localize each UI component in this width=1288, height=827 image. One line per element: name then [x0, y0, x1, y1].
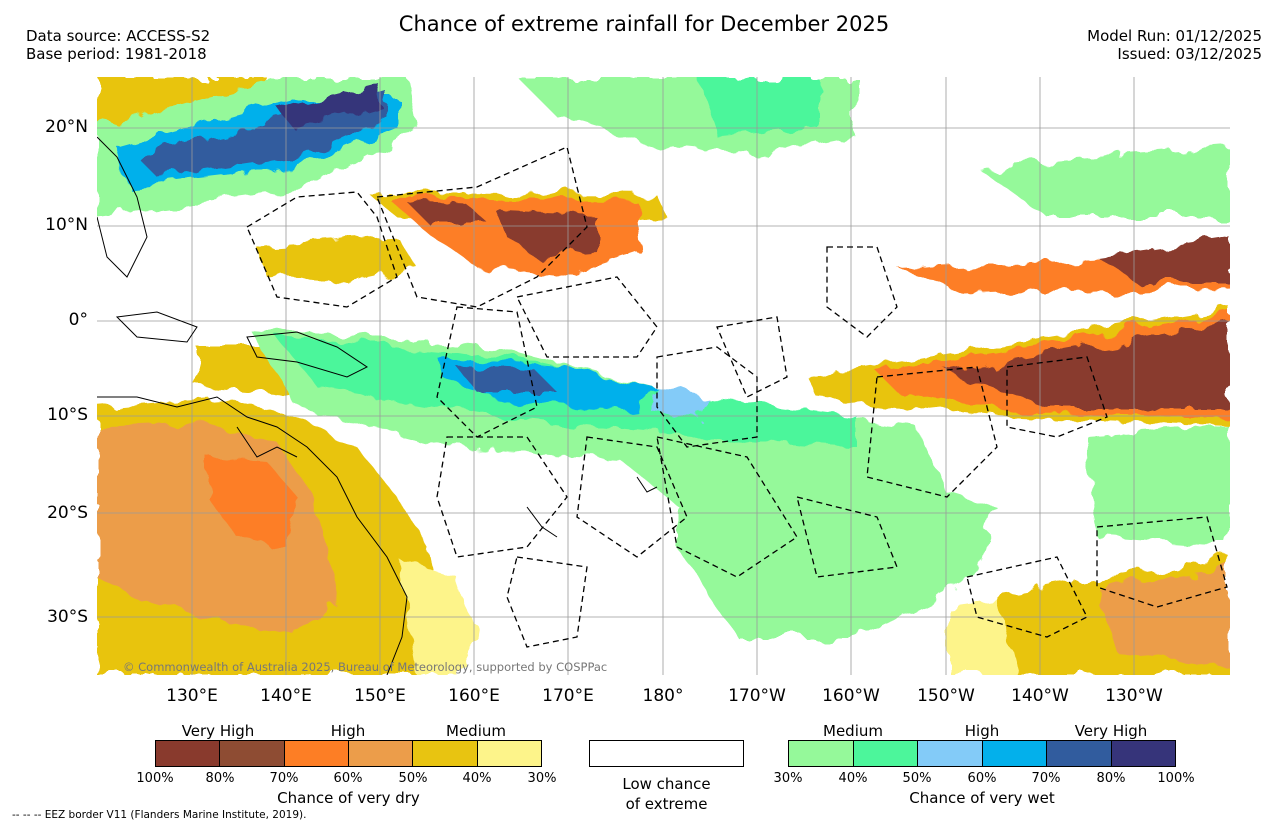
coastlines [97, 136, 658, 675]
legend-dry-swatch [156, 741, 221, 766]
lat-label-20n: 20°N [45, 117, 88, 137]
legend-wet-cat-medium: Medium [823, 722, 883, 740]
legend-dry-label: Chance of very dry [277, 789, 420, 807]
legend-low-swatch [589, 740, 744, 767]
legend-wet-swatch [1047, 741, 1112, 766]
lon-label-140w: 140°W [1011, 686, 1069, 706]
lat-label-20s: 20°S [47, 503, 88, 523]
legend-wet-tick: 70% [1031, 771, 1061, 786]
dry-light-australia [397, 557, 477, 675]
legend-dry-colorbar [155, 740, 542, 767]
legend-dry-tick: 80% [205, 771, 235, 786]
lon-label-170e: 170°E [542, 686, 594, 706]
dry-medium-nw [257, 237, 417, 282]
dry-veryhigh-north2 [497, 212, 597, 257]
legend-wet-cat-high: High [964, 722, 1000, 740]
legend-dry-tick: 50% [398, 771, 428, 786]
dry-veryhigh-east-upper [1097, 237, 1230, 282]
legend-wet-colorbar [788, 740, 1176, 767]
wet-light-spcz [652, 387, 707, 417]
lon-label-170w: 170°W [728, 686, 786, 706]
eez-borders [246, 146, 1228, 648]
data-source: Data source: ACCESS-S2 [26, 27, 211, 45]
legend-wet-tick: 40% [838, 771, 868, 786]
legend-wet-swatch [789, 741, 854, 766]
legend-dry-tick: 100% [136, 771, 174, 786]
legend-dry-cat-medium: Medium [446, 722, 506, 740]
legend-dry-tick: 70% [269, 771, 299, 786]
copyright-note: © Commonwealth of Australia 2025, Bureau… [123, 660, 607, 674]
lat-label-30s: 30°S [47, 607, 88, 627]
legend-wet-tick: 100% [1157, 771, 1195, 786]
legend-dry-cat-veryhigh: Very High [181, 722, 255, 740]
lon-label-130e: 130°E [166, 686, 218, 706]
rainfall-shading [97, 77, 1230, 675]
legend-dry-swatch [413, 741, 478, 766]
lat-label-10s: 10°S [47, 405, 88, 425]
issued-date: Issued: 03/12/2025 [1117, 45, 1262, 63]
legend-wet-swatch [918, 741, 983, 766]
legend-wet-tick: 60% [967, 771, 997, 786]
legend-low-line2: of extreme [625, 795, 708, 813]
rainfall-map: © Commonwealth of Australia 2025, Bureau… [97, 77, 1230, 675]
legend-wet-tick: 50% [902, 771, 932, 786]
legend-dry-swatch [348, 741, 414, 766]
lon-label-150w: 150°W [917, 686, 975, 706]
lon-label-160e: 160°E [448, 686, 500, 706]
legend-dry-swatch [220, 741, 285, 766]
legend-dry-cat-high: High [330, 722, 366, 740]
header-right: Model Run: 01/12/2025 Issued: 03/12/2025 [1087, 27, 1262, 63]
map-grid [97, 77, 1230, 675]
lon-label-150e: 150°E [354, 686, 406, 706]
eez-note: -- -- -- EEZ border V11 (Flanders Marine… [12, 809, 307, 821]
header-left: Data source: ACCESS-S2 Base period: 1981… [26, 27, 210, 63]
legend-wet-swatch [982, 741, 1047, 766]
legend-wet-cat-veryhigh: Very High [1074, 722, 1148, 740]
legend-wet-tick: 80% [1096, 771, 1126, 786]
map-title: Chance of extreme rainfall for December … [398, 12, 890, 36]
legend-wet-label: Chance of very wet [909, 789, 1055, 807]
lon-label-130w: 130°W [1105, 686, 1163, 706]
legend-wet-swatch [853, 741, 918, 766]
dry-veryhigh-north [407, 202, 487, 222]
lon-label-160w: 160°W [822, 686, 880, 706]
legend-dry-tick: 60% [333, 771, 363, 786]
lat-label-10n: 10°N [45, 215, 88, 235]
legend-low-line1: Low chance [622, 775, 711, 793]
legend-dry-swatch [477, 741, 541, 766]
legend-wet-tick: 30% [773, 771, 803, 786]
lon-label-180: 180° [642, 686, 684, 706]
legend-dry-swatch [284, 741, 349, 766]
legend-dry-tick: 40% [462, 771, 492, 786]
legend-wet-swatch [1111, 741, 1175, 766]
model-run: Model Run: 01/12/2025 [1087, 27, 1262, 45]
wet-medium-right-south [1087, 427, 1230, 547]
lon-label-140e: 140°E [260, 686, 312, 706]
dry-veryhigh-australia [207, 457, 297, 547]
legend-dry-tick: 30% [527, 771, 557, 786]
base-period: Base period: 1981-2018 [26, 45, 207, 63]
lat-label-0: 0° [68, 310, 88, 330]
dry-veryhigh-east-lower [947, 322, 1230, 407]
wet-dark-top [277, 82, 382, 132]
